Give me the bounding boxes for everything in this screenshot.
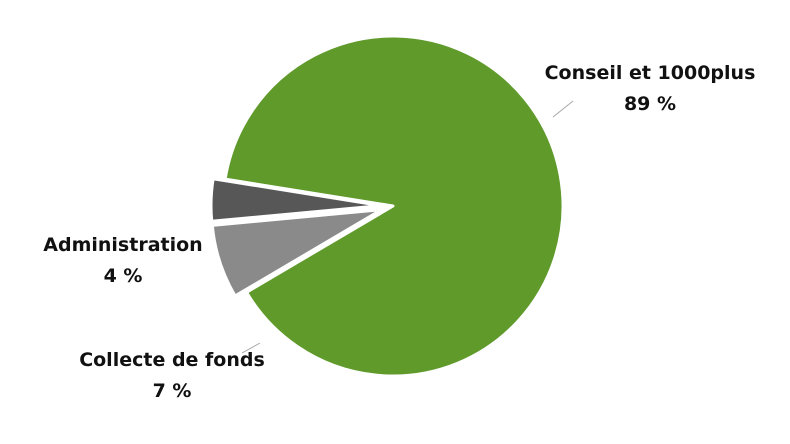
label-collecte: Collecte de fonds 7 % [62, 345, 282, 407]
leader-line [552, 100, 574, 118]
label-conseil-name: Conseil et 1000plus [544, 62, 756, 84]
slice-collecte [210, 208, 384, 298]
slice-conseil [223, 34, 565, 378]
label-administration: Administration 4 % [28, 230, 218, 292]
label-administration-value: 4 % [103, 265, 143, 287]
label-collecte-value: 7 % [152, 380, 192, 402]
slice-administration [209, 177, 383, 223]
label-administration-name: Administration [43, 234, 203, 256]
leader-line [241, 342, 261, 354]
label-collecte-name: Collecte de fonds [79, 349, 265, 371]
label-conseil: Conseil et 1000plus 89 % [530, 58, 770, 120]
label-conseil-value: 89 % [623, 93, 677, 115]
